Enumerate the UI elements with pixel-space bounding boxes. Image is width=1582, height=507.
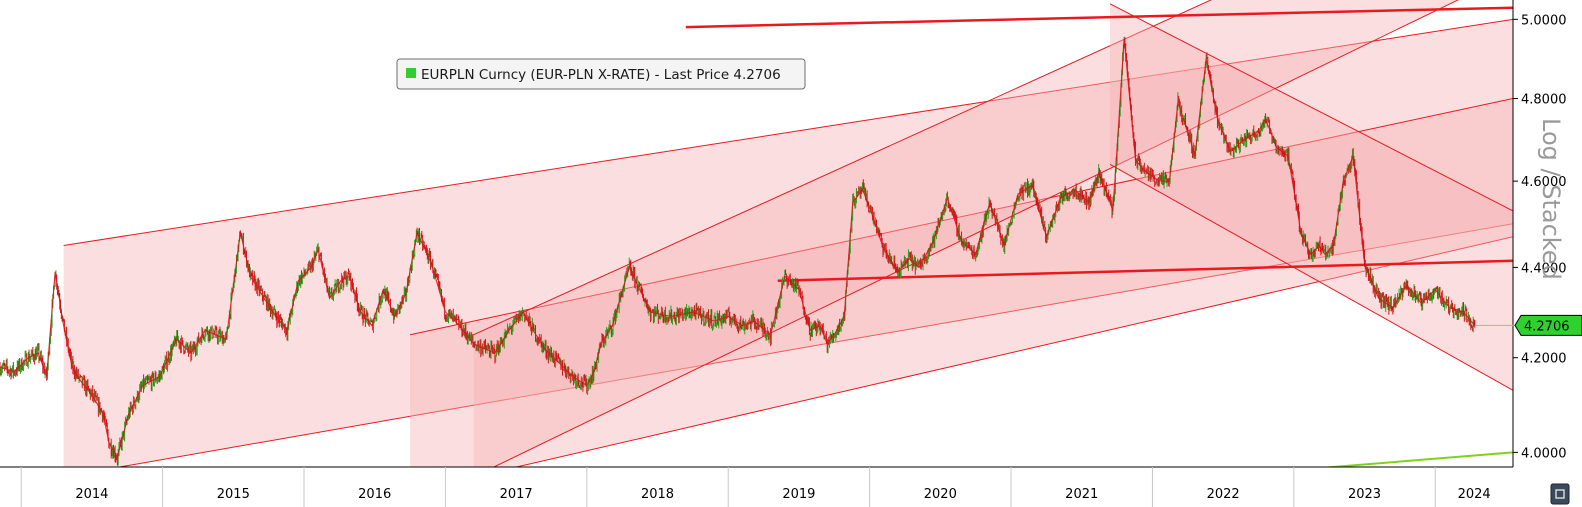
y-axis: 4.0000 4.2000 4.4000 4.6000 4.8000 5.0000 [1513,13,1567,461]
y-tick-label: 4.2000 [1521,352,1567,367]
x-tick-label: 2014 [75,487,108,502]
channel-edge [63,18,1513,246]
channel-edge [409,98,1513,336]
channel-edge [1109,163,1513,391]
support-line [1320,451,1513,467]
legend-box [396,58,806,90]
x-tick-label: 2019 [782,487,815,502]
y-tick-label: 4.8000 [1521,93,1567,108]
scroll-icon[interactable] [1550,483,1570,505]
x-tick-label: 2015 [217,487,250,502]
price-series [0,36,1476,466]
trend-channel [409,98,1513,467]
legend-swatch [406,68,416,78]
last-price-value: 4.2706 [1524,319,1570,334]
x-tick-label: 2020 [924,487,957,502]
resistance-line [685,6,1513,29]
axis-scale-label: Log / Stacked [1537,118,1565,280]
channel-fill [473,0,1458,467]
x-tick-label: 2023 [1348,487,1381,502]
x-tick-label: 2017 [500,487,533,502]
channel-edge [492,0,1459,467]
price-line [0,38,1476,459]
legend-label: EURPLN Curncy (EUR-PLN X-RATE) - Last Pr… [421,67,781,83]
legend: EURPLN Curncy (EUR-PLN X-RATE) - Last Pr… [396,58,806,90]
y-tick-label: 4.0000 [1521,446,1567,461]
y-tick-label: 4.6000 [1521,175,1567,190]
channel-edge [514,236,1513,467]
trend-channel [473,0,1459,467]
x-tick-label: 2021 [1065,487,1098,502]
x-tick-label: 2022 [1207,487,1240,502]
x-axis: 2014 2015 2016 2017 2018 2019 2020 2021 2022 2023… [20,467,1491,507]
last-price-tag: 4.2706 [1474,314,1582,336]
x-axis-band [0,467,1513,507]
channel-edge [1109,3,1513,212]
x-tick-label: 2024 [1458,487,1491,502]
channel-fill [410,98,1513,467]
last-price-flag [1514,314,1582,336]
channel-edge [473,0,1213,336]
y-tick-label: 4.4000 [1521,261,1567,276]
channel-edge [116,223,1513,467]
trend-channel [63,18,1513,467]
channel-fill [63,19,1513,467]
x-tick-label: 2018 [641,487,674,502]
x-tick-label: 2016 [358,487,391,502]
y-tick-label: 5.0000 [1521,13,1567,28]
